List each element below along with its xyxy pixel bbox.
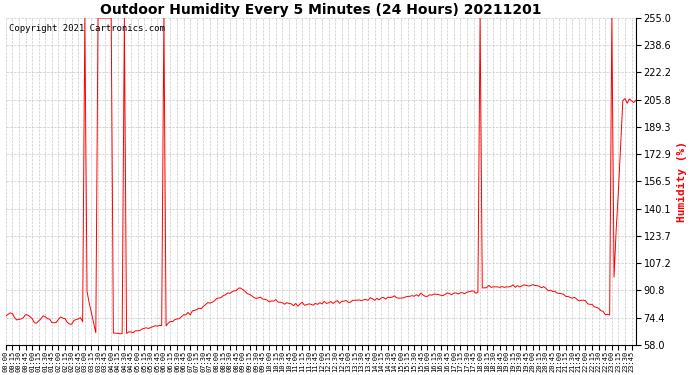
Title: Outdoor Humidity Every 5 Minutes (24 Hours) 20211201: Outdoor Humidity Every 5 Minutes (24 Hou… [100, 3, 542, 17]
Y-axis label: Humidity (%): Humidity (%) [677, 141, 687, 222]
Text: Copyright 2021 Cartronics.com: Copyright 2021 Cartronics.com [9, 24, 165, 33]
